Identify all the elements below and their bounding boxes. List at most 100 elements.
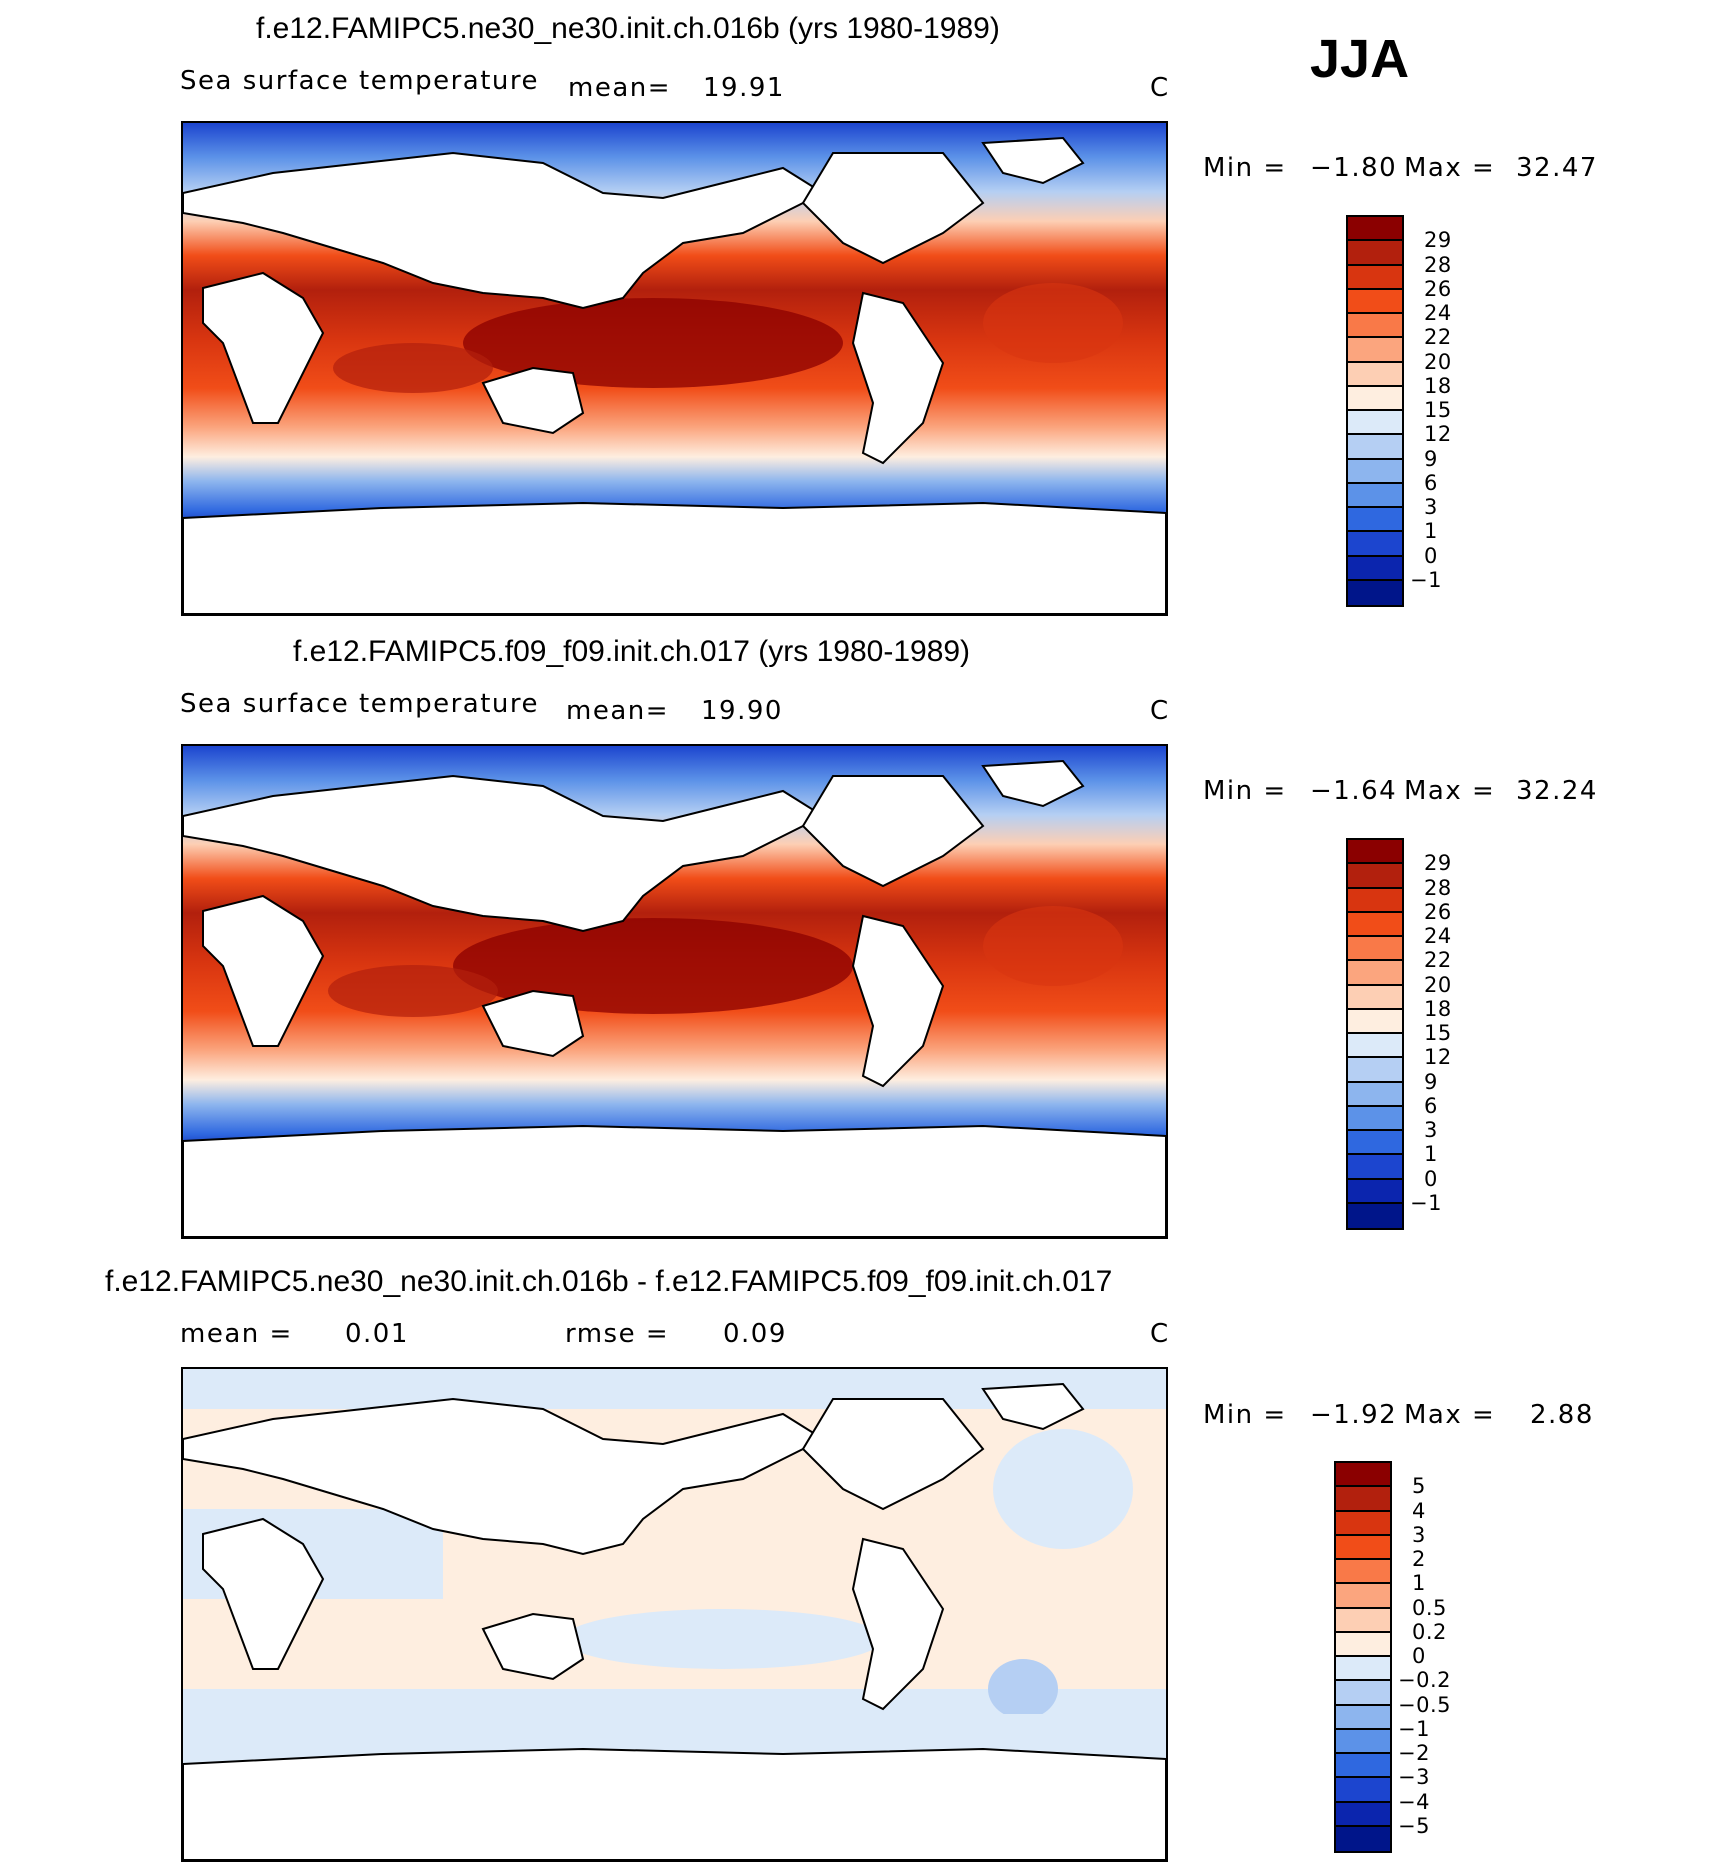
colorbar-box <box>1348 532 1402 557</box>
colorbar-box <box>1336 1778 1390 1803</box>
colorbar-tick-label: 1 <box>1424 1142 1438 1167</box>
colorbar-tick-label: 6 <box>1424 1093 1438 1118</box>
colorbar-box <box>1348 1106 1402 1131</box>
colorbar-box <box>1336 1705 1390 1730</box>
colorbar-box <box>1348 1034 1402 1059</box>
colorbar-box <box>1348 864 1402 889</box>
colorbar-tick-label: 3 <box>1424 495 1438 519</box>
colorbar-box <box>1348 961 1402 986</box>
colorbar-tick-label: 5 <box>1412 1474 1426 1499</box>
colorbar-tick-label: 15 <box>1424 1021 1452 1045</box>
panel-3-colorbar <box>1334 1461 1392 1853</box>
colorbar-box <box>1348 1058 1402 1083</box>
colorbar-tick-label: −2 <box>1398 1741 1430 1765</box>
colorbar-tick-label: 9 <box>1424 446 1438 471</box>
colorbar-box <box>1348 435 1402 460</box>
colorbar-box <box>1336 1511 1390 1536</box>
colorbar-box <box>1348 483 1402 508</box>
panel-3-max-value: 2.88 <box>1530 1400 1594 1430</box>
panel-2-title: f.e12.FAMIPC5.f09_f09.init.ch.017 (yrs 1… <box>293 635 971 668</box>
colorbar-box <box>1348 386 1402 411</box>
colorbar-tick-label: 9 <box>1424 1069 1438 1094</box>
panel-2-mean-value: 19.90 <box>701 696 783 726</box>
continents <box>183 136 1166 614</box>
colorbar-tick-label: −1 <box>1410 567 1442 592</box>
colorbar-tick-label: −3 <box>1398 1765 1430 1790</box>
panel-1-mean-label: mean= <box>568 73 672 103</box>
panel-1-units: C <box>1150 73 1170 103</box>
colorbar-tick-label: 0.2 <box>1412 1619 1447 1644</box>
continents <box>183 1382 1166 1860</box>
colorbar-box <box>1348 265 1402 290</box>
panel-2-min-value: −1.64 <box>1310 776 1398 806</box>
season-label: JJA <box>1310 29 1410 89</box>
panel-1-min-label: Min = <box>1203 153 1287 183</box>
colorbar-tick-label: 0 <box>1412 1644 1426 1668</box>
colorbar-tick-label: 28 <box>1424 875 1452 900</box>
colorbar-tick-label: 20 <box>1424 972 1452 997</box>
colorbar-box <box>1348 888 1402 913</box>
colorbar-box <box>1336 1632 1390 1657</box>
colorbar-box <box>1348 1082 1402 1107</box>
colorbar-box <box>1336 1657 1390 1682</box>
colorbar-tick-label: 0 <box>1424 1166 1438 1191</box>
colorbar-tick-label: 12 <box>1424 1045 1452 1070</box>
colorbar-box <box>1348 338 1402 363</box>
colorbar-tick-label: 28 <box>1424 252 1452 277</box>
colorbar-tick-label: 0.5 <box>1412 1595 1447 1620</box>
colorbar-tick-label: 2 <box>1412 1547 1426 1571</box>
colorbar-box <box>1336 1463 1390 1488</box>
panel-2-mean-label: mean= <box>566 696 670 726</box>
continents <box>183 759 1166 1237</box>
panel-1-colorbar-boxes <box>1348 217 1402 605</box>
colorbar-tick-label: 3 <box>1412 1522 1426 1547</box>
colorbar-box <box>1336 1826 1390 1851</box>
colorbar-tick-label: 20 <box>1424 349 1452 374</box>
colorbar-tick-label: 12 <box>1424 422 1452 447</box>
colorbar-box <box>1348 1131 1402 1156</box>
panel-2-map <box>181 744 1168 1239</box>
colorbar-box <box>1336 1729 1390 1754</box>
colorbar-box <box>1348 508 1402 533</box>
colorbar-tick-label: 29 <box>1424 228 1452 253</box>
colorbar-box <box>1348 1179 1402 1204</box>
colorbar-box <box>1348 241 1402 266</box>
colorbar-box <box>1336 1681 1390 1706</box>
colorbar-tick-label: 29 <box>1424 851 1452 876</box>
colorbar-box <box>1336 1608 1390 1633</box>
colorbar-tick-label: −5 <box>1398 1813 1430 1838</box>
panel-2-colorbar-boxes <box>1348 840 1402 1228</box>
colorbar-box <box>1336 1560 1390 1585</box>
colorbar-box <box>1348 217 1402 242</box>
colorbar-tick-label: 1 <box>1424 519 1438 544</box>
colorbar-tick-label: −1 <box>1398 1716 1430 1741</box>
colorbar-box <box>1336 1535 1390 1560</box>
colorbar-box <box>1348 459 1402 484</box>
panel-1-variable: Sea surface temperature <box>180 66 539 96</box>
panel-3-mean-value: 0.01 <box>345 1319 409 1349</box>
colorbar-tick-label: 3 <box>1424 1118 1438 1142</box>
panel-2-variable: Sea surface temperature <box>180 689 539 719</box>
colorbar-box <box>1348 314 1402 339</box>
colorbar-tick-label: 26 <box>1424 899 1452 924</box>
colorbar-tick-label: 18 <box>1424 373 1452 398</box>
colorbar-box <box>1348 411 1402 436</box>
colorbar-box <box>1348 556 1402 581</box>
colorbar-tick-label: 15 <box>1424 398 1452 422</box>
colorbar-box <box>1348 1155 1402 1180</box>
panel-1-max-label: Max = <box>1404 153 1496 183</box>
colorbar-tick-label: −0.5 <box>1398 1692 1451 1717</box>
colorbar-tick-label: 24 <box>1424 924 1452 948</box>
colorbar-box <box>1336 1754 1390 1779</box>
panel-1-max-value: 32.47 <box>1516 153 1598 183</box>
panel-3-min-label: Min = <box>1203 1400 1287 1430</box>
panel-3-units: C <box>1150 1319 1170 1349</box>
panel-1-min-value: −1.80 <box>1310 153 1398 183</box>
colorbar-box <box>1348 580 1402 605</box>
panel-2-max-label: Max = <box>1404 776 1496 806</box>
panel-3-rmse-value: 0.09 <box>723 1319 787 1349</box>
panel-3-max-label: Max = <box>1404 1400 1496 1430</box>
colorbar-tick-label: −0.2 <box>1398 1668 1451 1693</box>
colorbar-tick-label: 26 <box>1424 276 1452 301</box>
colorbar-tick-label: 4 <box>1412 1498 1426 1523</box>
